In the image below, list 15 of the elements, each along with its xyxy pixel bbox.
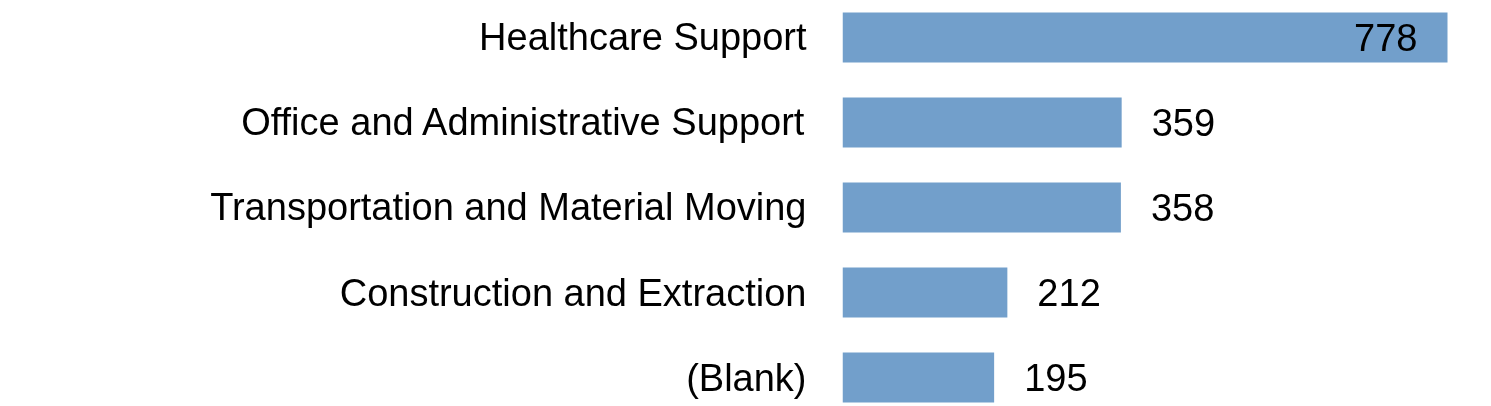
y-tick-label: Office and Administrative Support	[241, 101, 805, 144]
bar	[842, 267, 1008, 318]
y-tick-label: Transportation and Material Moving	[210, 186, 807, 229]
data-label: 778	[1354, 16, 1418, 59]
data-label: 212	[1037, 272, 1101, 314]
bar	[842, 97, 1122, 148]
bar	[842, 352, 995, 403]
y-tick-label: Healthcare Support	[479, 16, 807, 59]
data-label: 358	[1150, 187, 1215, 229]
bar	[842, 12, 1448, 63]
data-label: 195	[1024, 357, 1088, 400]
y-tick-label: Construction and Extraction	[339, 271, 807, 314]
y-tick-label: (Blank)	[686, 356, 807, 399]
bar	[842, 182, 1121, 233]
data-label: 359	[1151, 101, 1216, 144]
